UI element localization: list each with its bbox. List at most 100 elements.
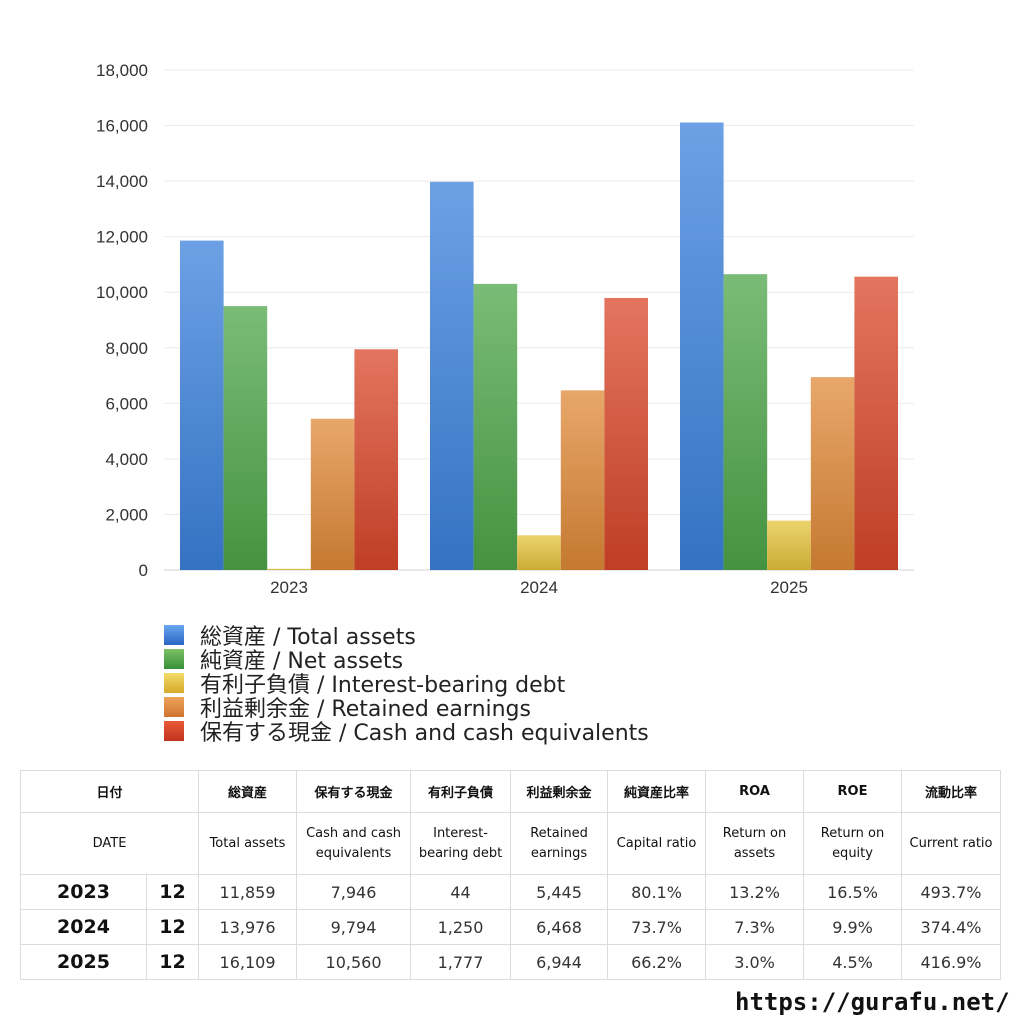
cell-year: 2024 <box>20 909 147 945</box>
legend-swatch <box>164 625 184 645</box>
financial-table: 日付 総資産 保有する現金 有利子負債 利益剰余金 純資産比率 ROA ROE … <box>19 770 1002 980</box>
header-cash-jp: 保有する現金 <box>296 770 412 813</box>
cell-month: 12 <box>145 944 200 980</box>
y-tick-label: 8,000 <box>105 339 148 358</box>
header-retained-jp: 利益剰余金 <box>510 770 609 813</box>
header-roa-en: Return on assets <box>705 812 805 875</box>
legend-label: 保有する現金 / Cash and cash equivalents <box>200 721 649 746</box>
bar <box>680 122 724 571</box>
cell-capital-ratio: 80.1% <box>607 874 707 910</box>
cell-total-assets: 16,109 <box>198 944 298 980</box>
cell-cash: 10,560 <box>296 944 412 980</box>
legend-swatch <box>164 649 184 669</box>
legend-label: 利益剰余金 / Retained earnings <box>200 697 531 722</box>
legend-item: 利益剰余金 / Retained earnings <box>164 695 649 722</box>
bar <box>517 535 561 570</box>
header-debt-jp: 有利子負債 <box>410 770 512 813</box>
cell-month: 12 <box>145 874 200 910</box>
legend: 総資産 / Total assets 純資産 / Net assets 有利子負… <box>164 623 649 746</box>
cell-retained: 6,944 <box>510 944 609 980</box>
y-tick-label: 16,000 <box>96 117 148 136</box>
cell-total-assets: 11,859 <box>198 874 298 910</box>
x-tick-label: 2023 <box>270 578 308 597</box>
cell-debt: 44 <box>410 874 512 910</box>
y-tick-label: 14,000 <box>96 172 148 191</box>
cell-retained: 6,468 <box>510 909 609 945</box>
header-roe-en: Return on equity <box>803 812 903 875</box>
cell-total-assets: 13,976 <box>198 909 298 945</box>
header-current-ratio-en: Current ratio <box>901 812 1002 875</box>
cell-roe: 16.5% <box>803 874 903 910</box>
cell-debt: 1,250 <box>410 909 512 945</box>
cell-roe: 4.5% <box>803 944 903 980</box>
header-capital-ratio-en: Capital ratio <box>607 812 707 875</box>
bar <box>767 520 811 570</box>
header-total-assets-jp: 総資産 <box>198 770 298 813</box>
bar <box>267 568 311 570</box>
y-tick-label: 12,000 <box>96 228 148 247</box>
bar <box>473 283 518 570</box>
y-tick-label: 18,000 <box>96 61 148 80</box>
bar <box>604 297 648 570</box>
header-date-jp: 日付 <box>19 770 200 813</box>
cell-capital-ratio: 73.7% <box>607 909 707 945</box>
legend-label: 総資産 / Total assets <box>200 625 416 650</box>
bar <box>723 274 768 570</box>
bar <box>430 181 474 570</box>
table-row: 2025 12 16,109 10,560 1,777 6,944 66.2% … <box>20 944 1002 980</box>
x-tick-label: 2025 <box>770 578 808 597</box>
bar <box>310 418 355 570</box>
cell-roe: 9.9% <box>803 909 903 945</box>
bar <box>810 377 855 570</box>
cell-current-ratio: 416.9% <box>901 944 1002 980</box>
header-date-en: DATE <box>19 812 200 875</box>
legend-label: 純資産 / Net assets <box>200 649 404 674</box>
header-roa: ROA <box>705 770 805 813</box>
y-tick-label: 0 <box>139 561 148 580</box>
bar <box>354 349 398 570</box>
header-capital-ratio-jp: 純資産比率 <box>607 770 707 813</box>
legend-swatch <box>164 673 184 693</box>
bar <box>180 240 224 571</box>
legend-swatch <box>164 697 184 717</box>
legend-swatch <box>164 721 184 741</box>
table-row: 2023 12 11,859 7,946 44 5,445 80.1% 13.2… <box>20 874 1002 910</box>
cell-retained: 5,445 <box>510 874 609 910</box>
y-tick-label: 10,000 <box>96 283 148 302</box>
cell-debt: 1,777 <box>410 944 512 980</box>
table-header-en: DATE Total assets Cash and cash equivale… <box>19 812 1002 875</box>
legend-item: 保有する現金 / Cash and cash equivalents <box>164 719 649 746</box>
legend-label: 有利子負債 / Interest-bearing debt <box>200 673 566 698</box>
x-axis-ticks: 2023 2024 2025 <box>270 578 808 597</box>
bar-chart: 0 2,000 4,000 6,000 8,000 10,000 12,000 14,000 1… <box>96 61 914 597</box>
table-header-jp: 日付 総資産 保有する現金 有利子負債 利益剰余金 純資産比率 ROA ROE … <box>19 770 1002 813</box>
legend-item: 総資産 / Total assets <box>164 623 649 650</box>
header-total-assets-en: Total assets <box>198 812 298 875</box>
header-cash-en: Cash and cash equivalents <box>296 812 412 875</box>
y-tick-label: 6,000 <box>105 394 148 413</box>
y-tick-label: 4,000 <box>105 450 148 469</box>
cell-roa: 7.3% <box>705 909 805 945</box>
x-tick-label: 2024 <box>520 578 558 597</box>
y-axis-ticks: 0 2,000 4,000 6,000 8,000 10,000 12,000 14,000 1… <box>96 61 148 580</box>
bar <box>854 276 898 570</box>
cell-current-ratio: 493.7% <box>901 874 1002 910</box>
cell-year: 2023 <box>20 874 147 910</box>
cell-cash: 9,794 <box>296 909 412 945</box>
cell-year: 2025 <box>20 944 147 980</box>
cell-month: 12 <box>145 909 200 945</box>
header-roe: ROE <box>803 770 903 813</box>
cell-capital-ratio: 66.2% <box>607 944 707 980</box>
cell-roa: 13.2% <box>705 874 805 910</box>
grid-lines <box>164 69 914 571</box>
bar <box>560 390 605 570</box>
legend-item: 有利子負債 / Interest-bearing debt <box>164 671 649 698</box>
y-tick-label: 2,000 <box>105 505 148 524</box>
cell-roa: 3.0% <box>705 944 805 980</box>
cell-cash: 7,946 <box>296 874 412 910</box>
table-row: 2024 12 13,976 9,794 1,250 6,468 73.7% 7… <box>20 909 1002 945</box>
bars <box>180 122 898 571</box>
header-retained-en: Retained earnings <box>510 812 609 875</box>
footer-url[interactable]: https://gurafu.net/ <box>735 988 1010 1016</box>
cell-current-ratio: 374.4% <box>901 909 1002 945</box>
